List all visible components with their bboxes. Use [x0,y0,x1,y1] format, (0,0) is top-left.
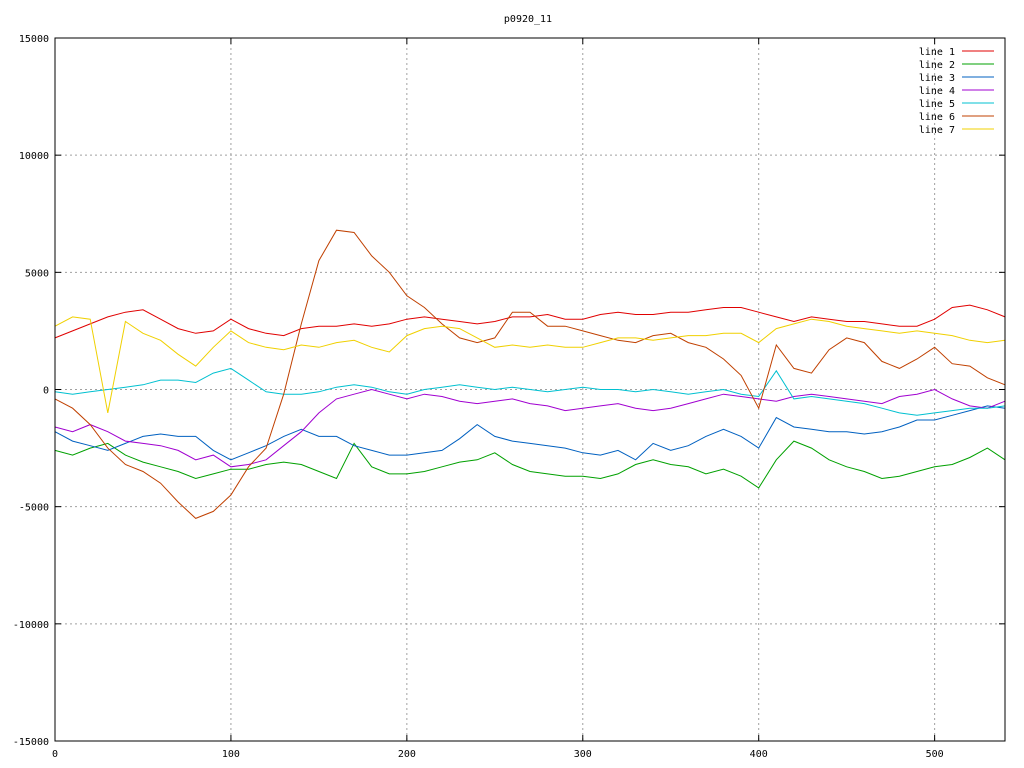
series-line-2 [54,440,1006,489]
legend-label: line 5 [919,99,955,110]
x-tick-label: 400 [750,749,768,760]
legend-label: line 4 [919,86,955,97]
series-line-3 [54,405,1006,461]
x-tick-label: 200 [398,749,416,760]
y-tick-label: -15000 [13,737,49,748]
series-line-7 [54,316,1006,413]
series-line-1 [54,304,1006,339]
legend-label: line 3 [919,73,955,84]
series-line-4 [54,388,1006,468]
x-tick-label: 0 [52,749,58,760]
series-line-6 [54,229,1006,519]
x-tick-label: 100 [222,749,240,760]
x-tick-label: 500 [926,749,944,760]
legend-label: line 7 [919,125,955,136]
chart-title: p0920_11 [504,14,552,25]
y-tick-label: 0 [43,386,49,397]
axis-ticks: 0 100 200 300 400 500 -15000 -10000 -5000 0 5000 10… [13,34,1005,760]
series-line-5 [54,367,1006,416]
legend-label: line 2 [919,60,955,71]
series-group [54,229,1006,519]
y-tick-label: 5000 [25,268,49,279]
x-tick-label: 300 [574,749,592,760]
y-tick-label: -10000 [13,620,49,631]
y-tick-label: 15000 [19,34,49,45]
legend: line 1 line 2 line 3 line 4 line 5 line 6 line… [919,47,994,136]
legend-label: line 1 [919,47,955,58]
legend-label: line 6 [919,112,955,123]
y-tick-label: -5000 [19,503,49,514]
y-tick-label: 10000 [19,151,49,162]
grid-lines [55,38,1005,741]
